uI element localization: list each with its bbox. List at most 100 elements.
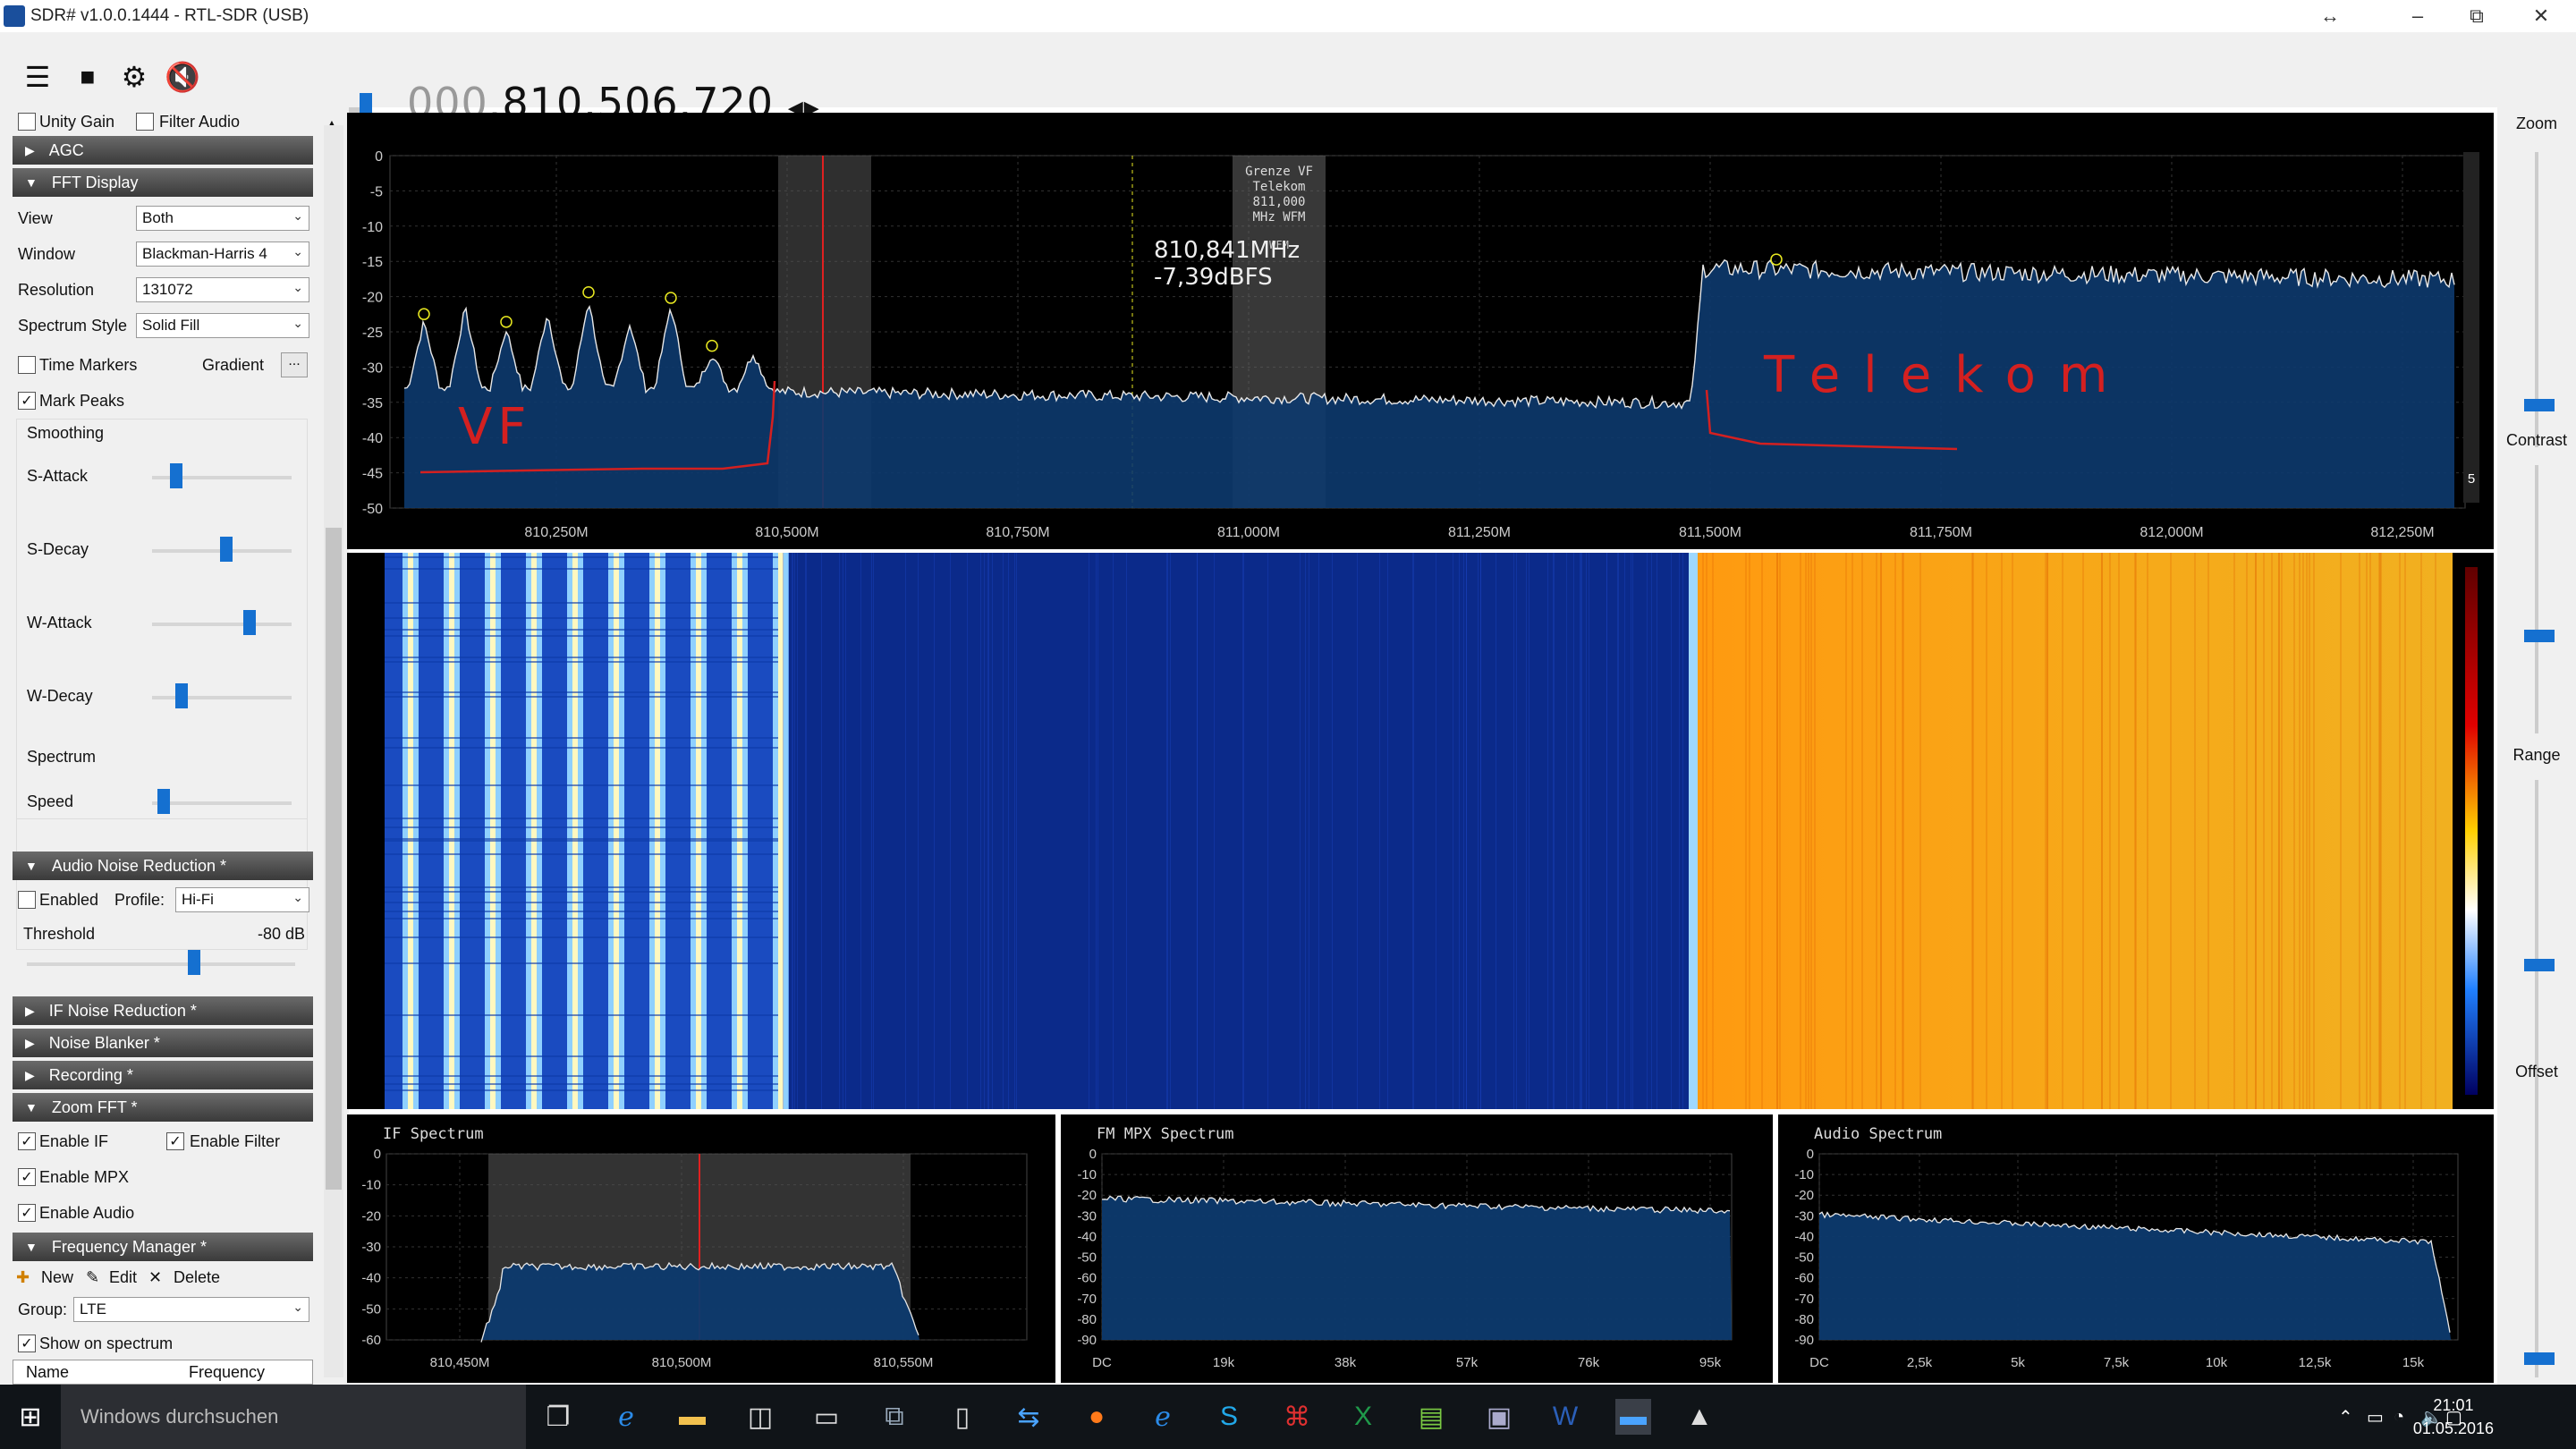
spectrum-style-select[interactable]: Solid Fill ⌄ (136, 313, 309, 338)
enable-filter-checkbox[interactable]: ✓ (166, 1132, 184, 1150)
offset-slider[interactable] (2535, 1098, 2538, 1377)
delete-icon[interactable]: ✕ (148, 1268, 162, 1287)
section-audio-noise-reduction[interactable]: ▼ Audio Noise Reduction * (13, 852, 313, 880)
delete-button[interactable]: Delete (174, 1268, 220, 1287)
waterfall-svg[interactable] (347, 553, 2494, 1109)
excel-icon[interactable]: X (1345, 1399, 1381, 1435)
group-select[interactable]: LTE ⌄ (73, 1297, 309, 1322)
frequency-marker-label: 811,000 (1252, 195, 1305, 209)
new-button[interactable]: New (41, 1268, 73, 1287)
section-noise-blanker[interactable]: ▶ Noise Blanker * (13, 1029, 313, 1057)
file-explorer-icon[interactable]: ▬ (674, 1399, 710, 1435)
word-icon[interactable]: W (1547, 1399, 1583, 1435)
edit-icon[interactable]: ✎ (86, 1268, 99, 1287)
remote-desktop-icon[interactable]: ▣ (1481, 1399, 1517, 1435)
windows-start-icon[interactable]: ⊞ (13, 1399, 48, 1435)
mute-speaker-icon[interactable]: 🔇 (165, 59, 200, 95)
clock[interactable]: 21:01 01.05.2016 (2413, 1394, 2494, 1440)
view-select[interactable]: Both ⌄ (136, 206, 309, 231)
show-on-spectrum-checkbox[interactable]: ✓ (18, 1335, 36, 1352)
waterfall-noise (2399, 553, 2401, 1109)
waterfall-display[interactable] (347, 553, 2494, 1109)
col-name[interactable]: Name (26, 1363, 69, 1382)
section-recording[interactable]: ▶ Recording * (13, 1061, 313, 1089)
window-select[interactable]: Blackman-Harris 4 ⌄ (136, 242, 309, 267)
waterfall-noise (385, 891, 778, 893)
waterfall-noise (1876, 553, 1877, 1109)
threshold-slider[interactable] (27, 962, 295, 966)
waterfall-noise (2207, 553, 2209, 1109)
store-icon[interactable]: ◫ (742, 1399, 778, 1435)
skype-icon[interactable]: S (1211, 1399, 1247, 1435)
network-tool-icon[interactable]: ⧉ (877, 1399, 912, 1435)
tray-chevron-icon[interactable]: ⌃ (2338, 1385, 2353, 1449)
chart-app-icon[interactable]: ▤ (1413, 1399, 1449, 1435)
close-button[interactable]: ✕ (2512, 0, 2571, 32)
edit-button[interactable]: Edit (109, 1268, 137, 1287)
offset-slider-thumb[interactable] (2524, 1352, 2555, 1365)
waterfall-noise (385, 853, 778, 855)
spectrum-svg[interactable]: 0 -5 -10 -15 -20 -25 -30 -35 -40 -45 -50 810,250M 81… (347, 113, 2494, 549)
photos-icon[interactable]: ▲ (1682, 1399, 1717, 1435)
waterfall-noise (934, 553, 935, 1109)
audio-spectrum-panel[interactable]: Audio Spectrum 0 -10 -20 -30 -40 -50 -60 -70 -80… (1778, 1114, 2494, 1383)
section-zoom-fft[interactable]: ▼ Zoom FFT * (13, 1093, 313, 1122)
nr-enabled-checkbox[interactable] (18, 891, 36, 909)
w-decay-slider[interactable] (152, 696, 292, 699)
internet-explorer-icon[interactable]: ℯ (1145, 1399, 1181, 1435)
sdr-taskbar-icon[interactable]: ▬ (1615, 1399, 1651, 1435)
mark-peaks-checkbox[interactable]: ✓ (18, 392, 36, 410)
document-icon[interactable]: ▯ (945, 1399, 980, 1435)
task-view-icon[interactable]: ❐ (540, 1399, 576, 1435)
w-attack-slider-thumb[interactable] (243, 610, 256, 635)
zoom-slider-thumb[interactable] (2524, 399, 2555, 411)
w-decay-slider-thumb[interactable] (175, 683, 188, 708)
enable-if-checkbox[interactable]: ✓ (18, 1132, 36, 1150)
panel-scrollbar[interactable] (324, 125, 343, 1377)
waterfall-noise (967, 553, 968, 1109)
acrobat-icon[interactable]: ⌘ (1279, 1399, 1315, 1435)
s-decay-slider-thumb[interactable] (220, 537, 233, 562)
time-markers-checkbox[interactable] (18, 356, 36, 374)
teamviewer-icon[interactable]: ⇆ (1011, 1399, 1046, 1435)
gradient-button[interactable]: ... (281, 352, 308, 377)
range-slider-thumb[interactable] (2524, 959, 2555, 971)
enable-audio-checkbox[interactable]: ✓ (18, 1204, 36, 1222)
menu-icon[interactable]: ☰ (20, 59, 55, 95)
resize-icon[interactable]: ↔ (2301, 0, 2360, 32)
w-attack-slider[interactable] (152, 623, 292, 626)
filter-audio-checkbox[interactable] (136, 113, 154, 131)
window-value: Blackman-Harris 4 (142, 245, 267, 263)
resolution-select[interactable]: 131072 ⌄ (136, 277, 309, 302)
battery-icon[interactable]: ▭ (2367, 1385, 2384, 1449)
section-frequency-manager[interactable]: ▼ Frequency Manager * (13, 1233, 313, 1261)
s-attack-slider-thumb[interactable] (170, 463, 182, 488)
contrast-slider-thumb[interactable] (2524, 630, 2555, 642)
spectrum-display[interactable]: 0 -5 -10 -15 -20 -25 -30 -35 -40 -45 -50 810,250M 81… (347, 113, 2494, 549)
speed-slider-thumb[interactable] (157, 789, 170, 814)
mpx-spectrum-panel[interactable]: FM MPX Spectrum 0 -10 -20 -30 -40 -50 -60 -70 -8… (1061, 1114, 1773, 1383)
new-icon[interactable]: ✚ (16, 1268, 30, 1287)
section-if-noise-reduction[interactable]: ▶ IF Noise Reduction * (13, 996, 313, 1025)
profile-select[interactable]: Hi-Fi ⌄ (175, 887, 309, 912)
threshold-slider-thumb[interactable] (188, 950, 200, 975)
contrast-slider[interactable] (2535, 465, 2538, 733)
waterfall-noise (1566, 553, 1567, 1109)
speed-slider[interactable] (152, 801, 292, 805)
enable-mpx-checkbox[interactable]: ✓ (18, 1168, 36, 1186)
if-spectrum-panel[interactable]: IF Spectrum 0 -10 -20 -30 -40 -50 -60 810,450M 8… (347, 1114, 1055, 1383)
network-icon[interactable]: ◔ (2394, 1385, 2404, 1449)
restore-button[interactable]: ⧉ (2447, 0, 2506, 32)
gear-icon[interactable]: ⚙ (116, 59, 152, 95)
panel-scrollbar-thumb[interactable] (326, 528, 342, 1190)
firefox-icon[interactable]: ● (1079, 1399, 1114, 1435)
unity-gain-checkbox[interactable] (18, 113, 36, 131)
stop-icon[interactable]: ■ (70, 59, 106, 95)
col-frequency[interactable]: Frequency (189, 1363, 265, 1382)
edge-icon[interactable]: ℯ (608, 1399, 644, 1435)
taskbar-search[interactable]: Windows durchsuchen (61, 1385, 526, 1449)
cmd-icon[interactable]: ▭ (809, 1399, 844, 1435)
section-fft-display[interactable]: ▼ FFT Display (13, 168, 313, 197)
section-agc[interactable]: ▶ AGC (13, 136, 313, 165)
minimize-button[interactable]: – (2388, 0, 2447, 32)
